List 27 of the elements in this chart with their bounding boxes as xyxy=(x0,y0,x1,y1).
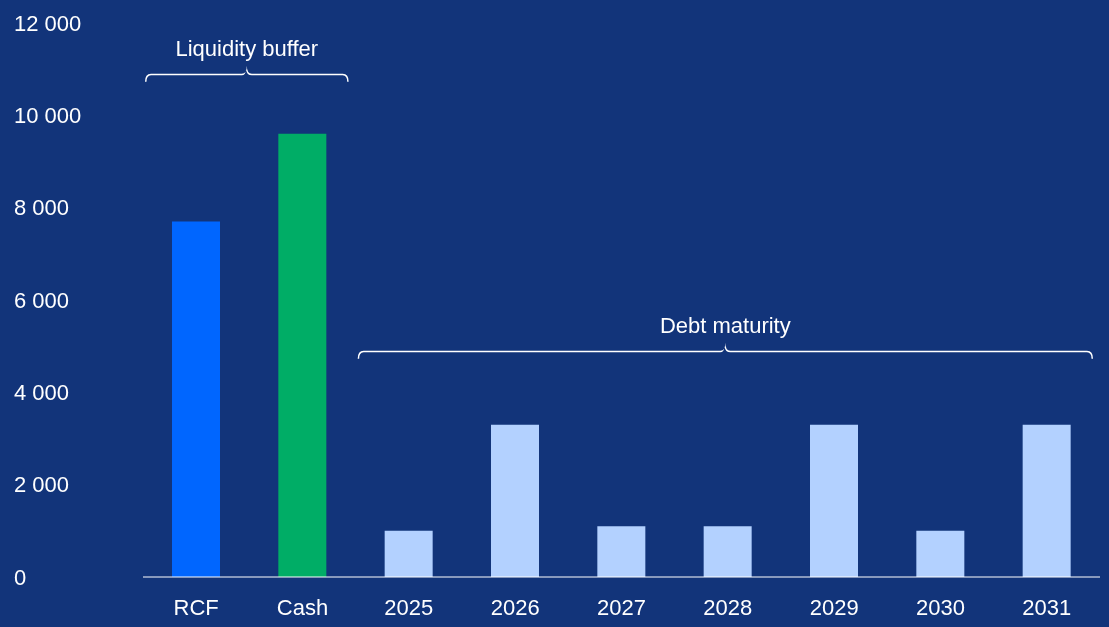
y-tick-label: 0 xyxy=(14,564,27,590)
y-tick-label: 6 000 xyxy=(14,287,70,313)
bar xyxy=(1022,424,1071,577)
y-tick-label: 2 000 xyxy=(14,472,70,498)
bar xyxy=(916,530,965,577)
x-tick-label: 2025 xyxy=(384,594,434,620)
x-tick-label: 2031 xyxy=(1022,594,1072,620)
x-tick-label: 2026 xyxy=(490,594,540,620)
bar xyxy=(491,424,539,577)
x-tick-label: 2030 xyxy=(916,594,965,620)
y-tick-label: 10 000 xyxy=(14,103,82,129)
y-tick-label: 8 000 xyxy=(14,195,70,221)
annotation: Debt maturity xyxy=(659,312,791,338)
x-tick-label: Cash xyxy=(276,594,329,620)
x-tick-label: 2028 xyxy=(703,594,753,620)
x-tick-label: 2027 xyxy=(597,594,646,620)
bar xyxy=(810,424,858,577)
x-tick-label: 2029 xyxy=(809,594,859,620)
bar xyxy=(597,526,646,577)
bar xyxy=(172,221,220,577)
y-tick-label: 12 000 xyxy=(14,10,82,36)
bar xyxy=(384,530,433,577)
y-tick-label: 4 000 xyxy=(14,380,70,406)
annotation: Liquidity buffer xyxy=(175,35,319,61)
x-tick-label: RCF xyxy=(173,594,219,620)
bar xyxy=(703,526,752,577)
bar xyxy=(278,133,327,577)
